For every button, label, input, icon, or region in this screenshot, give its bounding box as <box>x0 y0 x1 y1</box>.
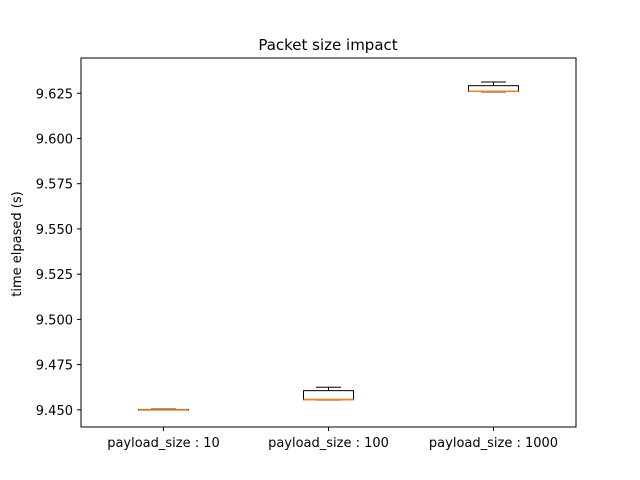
x-tick-label: payload_size : 10 <box>107 436 220 451</box>
y-tick-label: 9.625 <box>36 87 73 102</box>
y-axis-label: time elpased (s) <box>10 191 25 296</box>
y-tick-label: 9.525 <box>36 268 73 283</box>
y-tick-label: 9.500 <box>36 313 73 328</box>
y-tick-label: 9.475 <box>36 359 73 374</box>
axes-frame <box>80 57 577 428</box>
y-tick-label: 9.550 <box>36 223 73 238</box>
y-tick-label: 9.600 <box>36 132 73 147</box>
x-tick-label: payload_size : 1000 <box>429 436 558 451</box>
y-tick-label: 9.450 <box>36 404 73 419</box>
chart-title: Packet size impact <box>258 36 397 54</box>
box-iqr <box>303 390 354 401</box>
plot-area: 9.450 9.475 9.500 9.525 9.550 9.575 9.600 9.625… <box>36 57 577 451</box>
y-tick-label: 9.575 <box>36 178 73 193</box>
x-tick-label: payload_size : 100 <box>268 436 389 451</box>
